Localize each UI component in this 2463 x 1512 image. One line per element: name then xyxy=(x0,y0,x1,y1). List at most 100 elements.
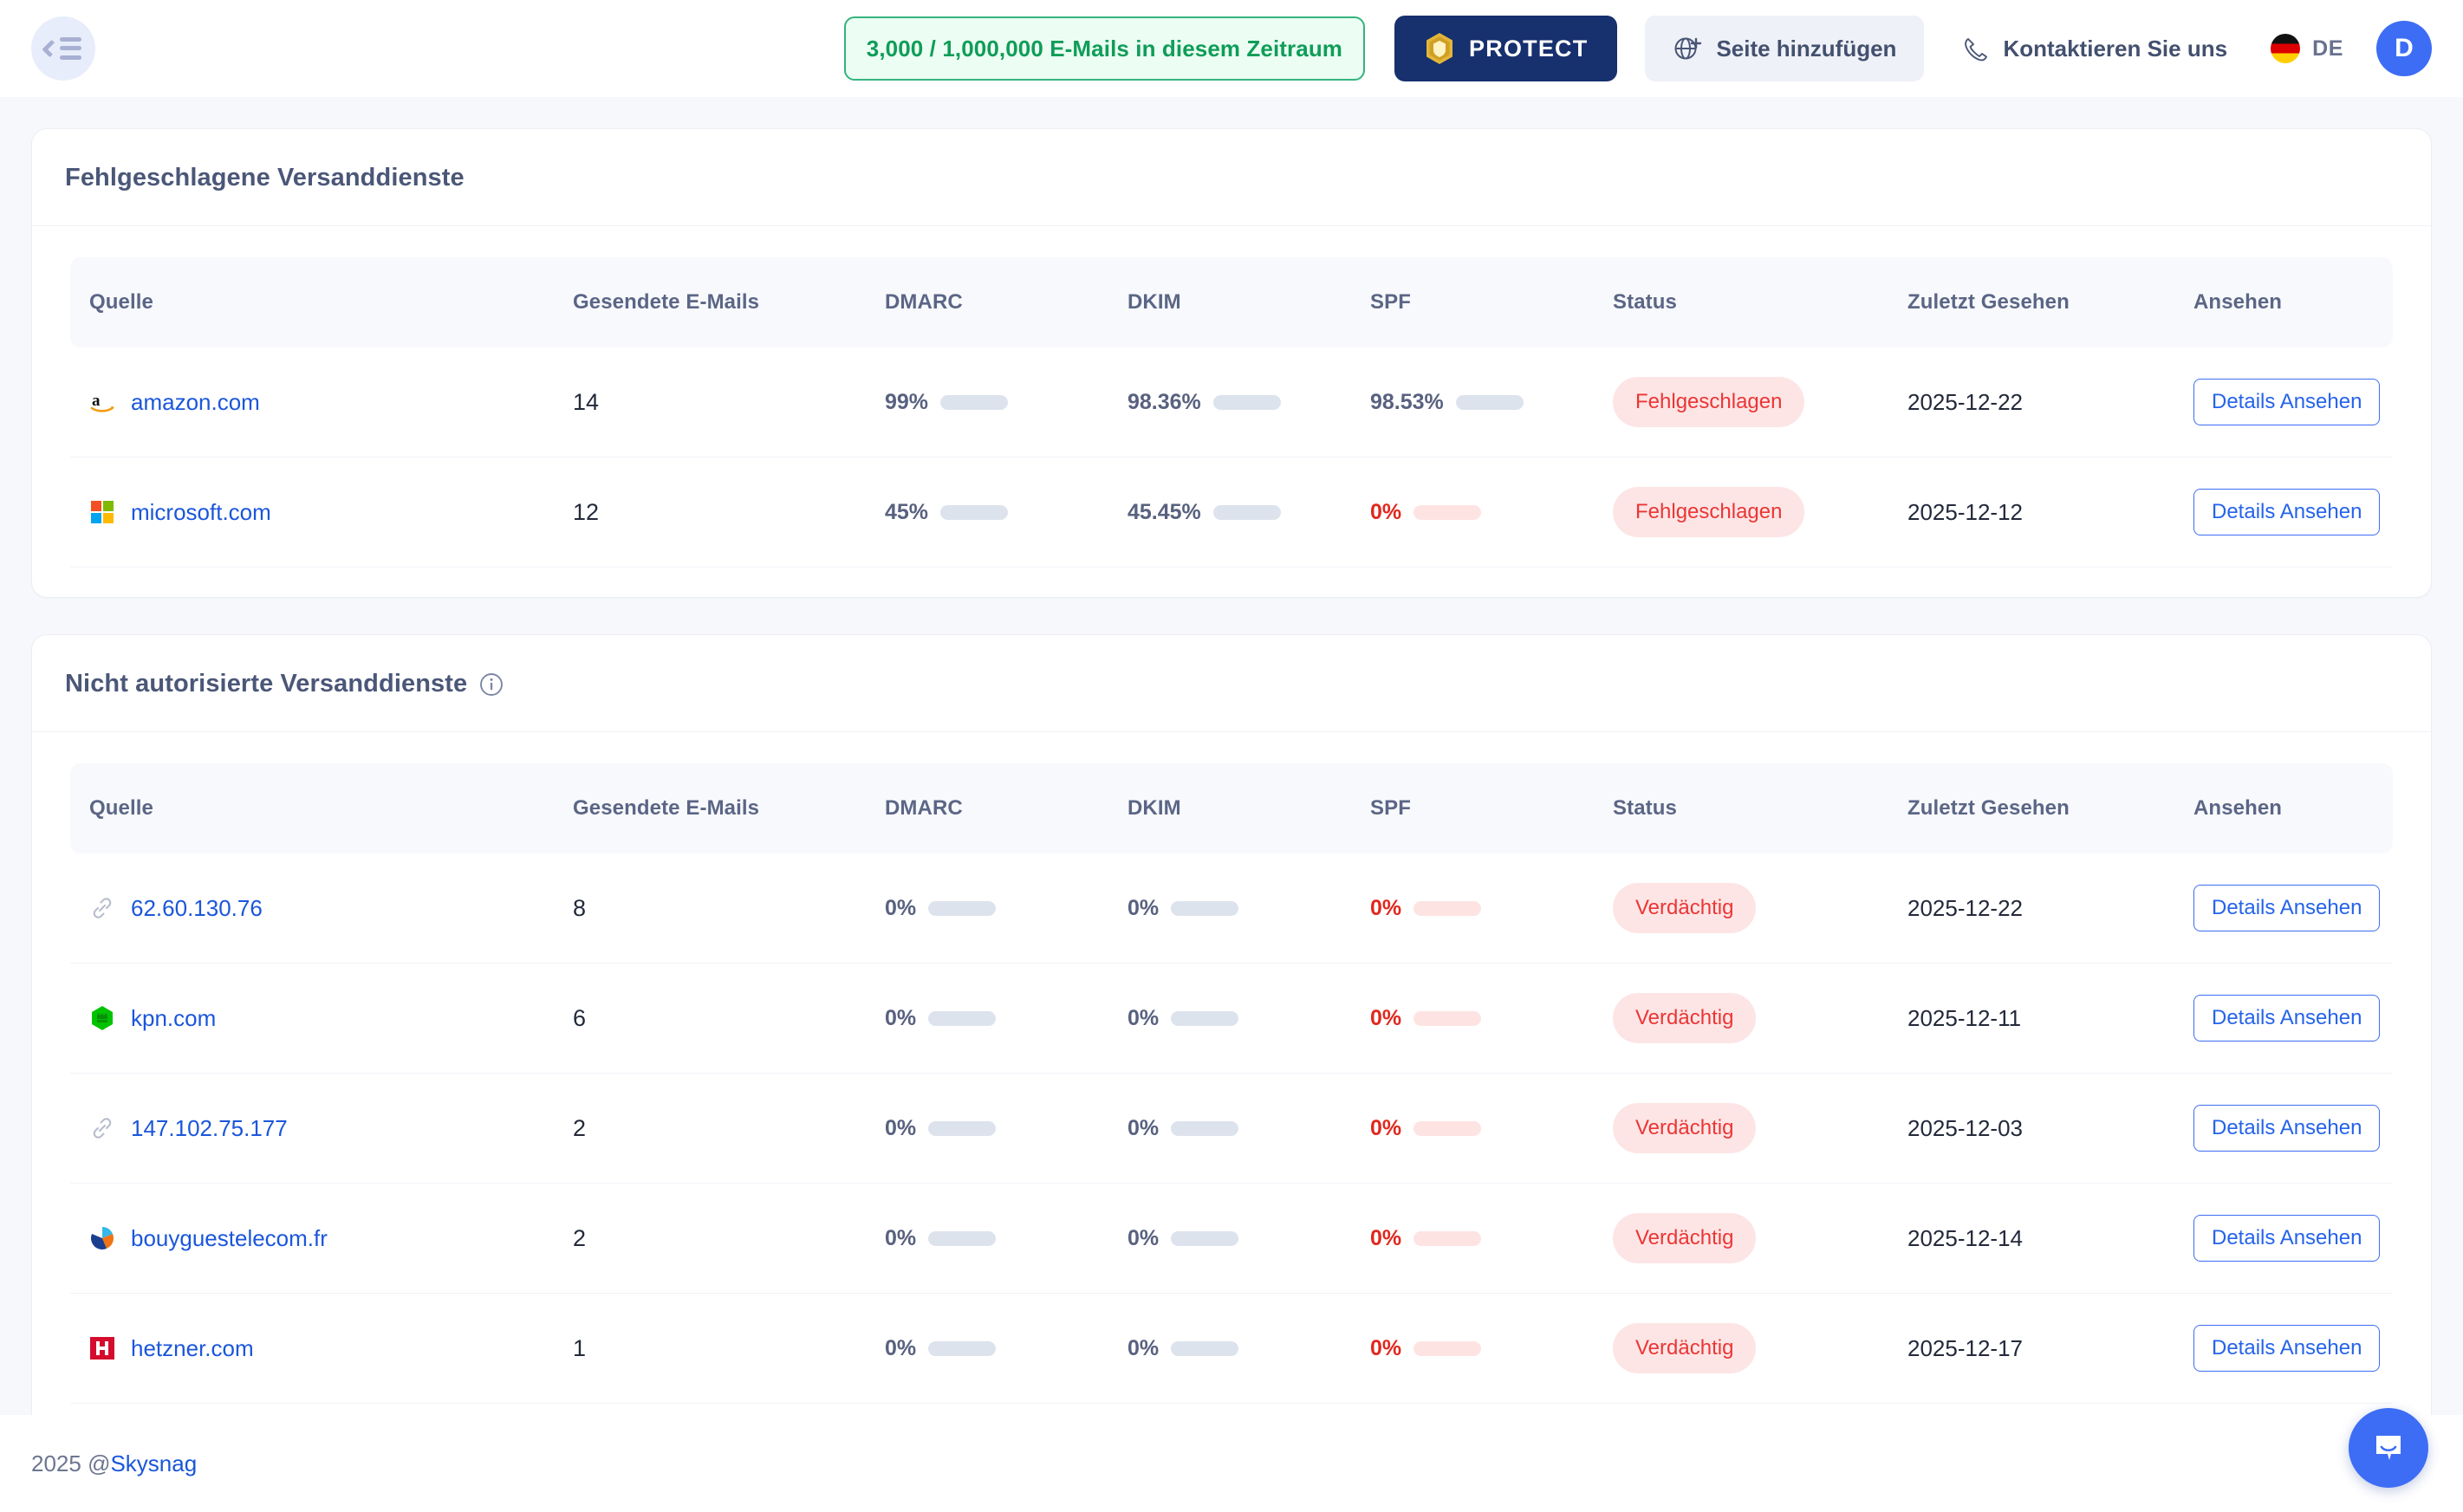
cell-sent-emails: 2 xyxy=(573,1184,885,1294)
email-quota-badge[interactable]: 3,000 / 1,000,000 E-Mails in diesem Zeit… xyxy=(843,16,1366,81)
intercom-chat-launcher[interactable] xyxy=(2349,1408,2428,1488)
cell-status: Verdächtig xyxy=(1613,964,1907,1074)
cell-sent-emails: 6 xyxy=(573,964,885,1074)
svg-text:a: a xyxy=(92,392,101,410)
column-header-view: Ansehen xyxy=(2193,796,2283,820)
progress-bar xyxy=(1413,1230,1482,1246)
view-details-button[interactable]: Details Ansehen xyxy=(2193,379,2381,425)
view-details-button[interactable]: Details Ansehen xyxy=(2193,1325,2381,1372)
progress-bar xyxy=(940,504,1009,520)
cell-spf: 0% xyxy=(1370,1294,1613,1404)
metric: 98.53% xyxy=(1370,390,1613,415)
metric: 0% xyxy=(1370,1116,1613,1141)
progress-bar xyxy=(1171,1120,1239,1136)
column-header-last-seen: Zuletzt Gesehen xyxy=(1907,796,2070,820)
cell-last-seen: 2025-12-17 xyxy=(1907,1294,2193,1404)
column-header-status: Status xyxy=(1613,796,1677,820)
metric-value: 0% xyxy=(1128,1005,1160,1030)
last-seen-date: 2025-12-03 xyxy=(1907,1114,2023,1141)
table-header-row: Quelle Gesendete E-Mails DMARC DKIM SPF … xyxy=(70,763,2393,853)
column-header-spf: SPF xyxy=(1370,290,1411,314)
cell-source: kpn.com xyxy=(70,964,573,1074)
info-icon[interactable] xyxy=(479,672,504,697)
column-header-sent: Gesendete E-Mails xyxy=(573,290,760,314)
cell-view: Details Ansehen xyxy=(2193,1074,2393,1184)
shield-icon xyxy=(1426,33,1453,64)
progress-bar xyxy=(1212,394,1281,410)
column-header-dmarc: DMARC xyxy=(885,796,963,820)
source-link[interactable]: hetzner.com xyxy=(131,1334,254,1361)
cell-spf: 0% xyxy=(1370,1074,1613,1184)
source-link[interactable]: 62.60.130.76 xyxy=(131,894,263,921)
microsoft-favicon xyxy=(91,501,114,523)
metric-value: 98.36% xyxy=(1128,389,1201,414)
view-details-button[interactable]: Details Ansehen xyxy=(2193,1105,2381,1152)
column-header-dmarc: DMARC xyxy=(885,290,963,314)
column-header-spf: SPF xyxy=(1370,796,1411,820)
sent-emails-value: 1 xyxy=(573,1334,587,1361)
cell-sent-emails: 2 xyxy=(573,1074,885,1184)
table-row: 62.60.130.76 8 0% 0% 0% Verdächtig 2025-12-22 D… xyxy=(70,853,2393,964)
table-body: 62.60.130.76 8 0% 0% 0% Verdächtig 2025-12-22 D… xyxy=(70,853,2393,1512)
column-header-source: Quelle xyxy=(89,796,153,820)
progress-bar xyxy=(1413,1340,1482,1356)
metric-value: 98.53% xyxy=(1370,389,1444,414)
cell-source: 62.60.130.76 xyxy=(70,853,573,964)
metric-value: 99% xyxy=(885,389,929,414)
link-icon xyxy=(93,1118,112,1139)
metric-value: 0% xyxy=(1370,499,1402,524)
cell-source: microsoft.com xyxy=(70,457,573,568)
cell-sent-emails: 12 xyxy=(573,457,885,568)
progress-bar xyxy=(1413,504,1482,520)
metric-value: 0% xyxy=(1370,1005,1402,1030)
view-details-button[interactable]: Details Ansehen xyxy=(2193,995,2381,1042)
cell-dkim: 98.36% xyxy=(1128,347,1370,457)
metric: 0% xyxy=(1128,896,1370,921)
table-row: hetzner.com 1 0% 0% 0% Verdächtig 2025-12-17 De… xyxy=(70,1294,2393,1404)
view-details-button[interactable]: Details Ansehen xyxy=(2193,1215,2381,1262)
last-seen-date: 2025-12-11 xyxy=(1907,1004,2022,1031)
cell-sent-emails: 14 xyxy=(573,347,885,457)
metric: 0% xyxy=(1128,1116,1370,1141)
cell-status: Verdächtig xyxy=(1613,1294,1907,1404)
cell-dmarc: 99% xyxy=(885,347,1128,457)
source-link[interactable]: 147.102.75.177 xyxy=(131,1114,288,1141)
cell-source: bouyguestelecom.fr xyxy=(70,1184,573,1294)
kpn-favicon xyxy=(92,1006,113,1030)
metric: 45% xyxy=(885,500,1128,525)
sidebar-toggle-button[interactable] xyxy=(31,16,95,81)
sent-emails-value: 8 xyxy=(573,894,587,921)
last-seen-date: 2025-12-22 xyxy=(1907,388,2023,415)
protect-button[interactable]: PROTECT xyxy=(1394,16,1618,81)
view-details-button[interactable]: Details Ansehen xyxy=(2193,885,2381,931)
table-head: Quelle Gesendete E-Mails DMARC DKIM SPF … xyxy=(70,763,2393,853)
cell-status: Verdächtig xyxy=(1613,1074,1907,1184)
source-link[interactable]: microsoft.com xyxy=(131,498,271,525)
source-link[interactable]: kpn.com xyxy=(131,1004,217,1031)
chat-bubble-icon xyxy=(2376,1436,2401,1460)
metric-value: 0% xyxy=(1370,1225,1402,1250)
phone-icon xyxy=(1965,37,1988,61)
metric-value: 0% xyxy=(1370,1335,1402,1360)
metric: 0% xyxy=(885,896,1128,921)
column-header-dkim: DKIM xyxy=(1128,796,1181,820)
metric-value: 0% xyxy=(885,895,917,920)
metric: 0% xyxy=(885,1006,1128,1031)
cell-source: 147.102.75.177 xyxy=(70,1074,573,1184)
protect-button-label: PROTECT xyxy=(1469,35,1589,62)
table-row: bouyguestelecom.fr 2 0% 0% 0% Verdächtig 2025-… xyxy=(70,1184,2393,1294)
progress-bar xyxy=(928,1230,997,1246)
source-link[interactable]: amazon.com xyxy=(131,388,260,415)
language-picker[interactable]: DE xyxy=(2271,34,2343,63)
column-header-view: Ansehen xyxy=(2193,290,2283,314)
brand-link[interactable]: Skysnag xyxy=(110,1450,198,1476)
progress-bar xyxy=(928,1120,997,1136)
contact-us-link[interactable]: Kontaktieren Sie uns xyxy=(1962,36,2227,62)
table-row: 147.102.75.177 2 0% 0% 0% Verdächtig 2025-12-0… xyxy=(70,1074,2393,1184)
progress-bar xyxy=(1171,1230,1239,1246)
contact-us-label: Kontaktieren Sie uns xyxy=(2003,35,2228,62)
view-details-button[interactable]: Details Ansehen xyxy=(2193,489,2381,535)
source-link[interactable]: bouyguestelecom.fr xyxy=(131,1224,328,1251)
user-avatar[interactable]: D xyxy=(2376,21,2432,76)
add-site-button[interactable]: Seite hinzufügen xyxy=(1645,16,1925,81)
